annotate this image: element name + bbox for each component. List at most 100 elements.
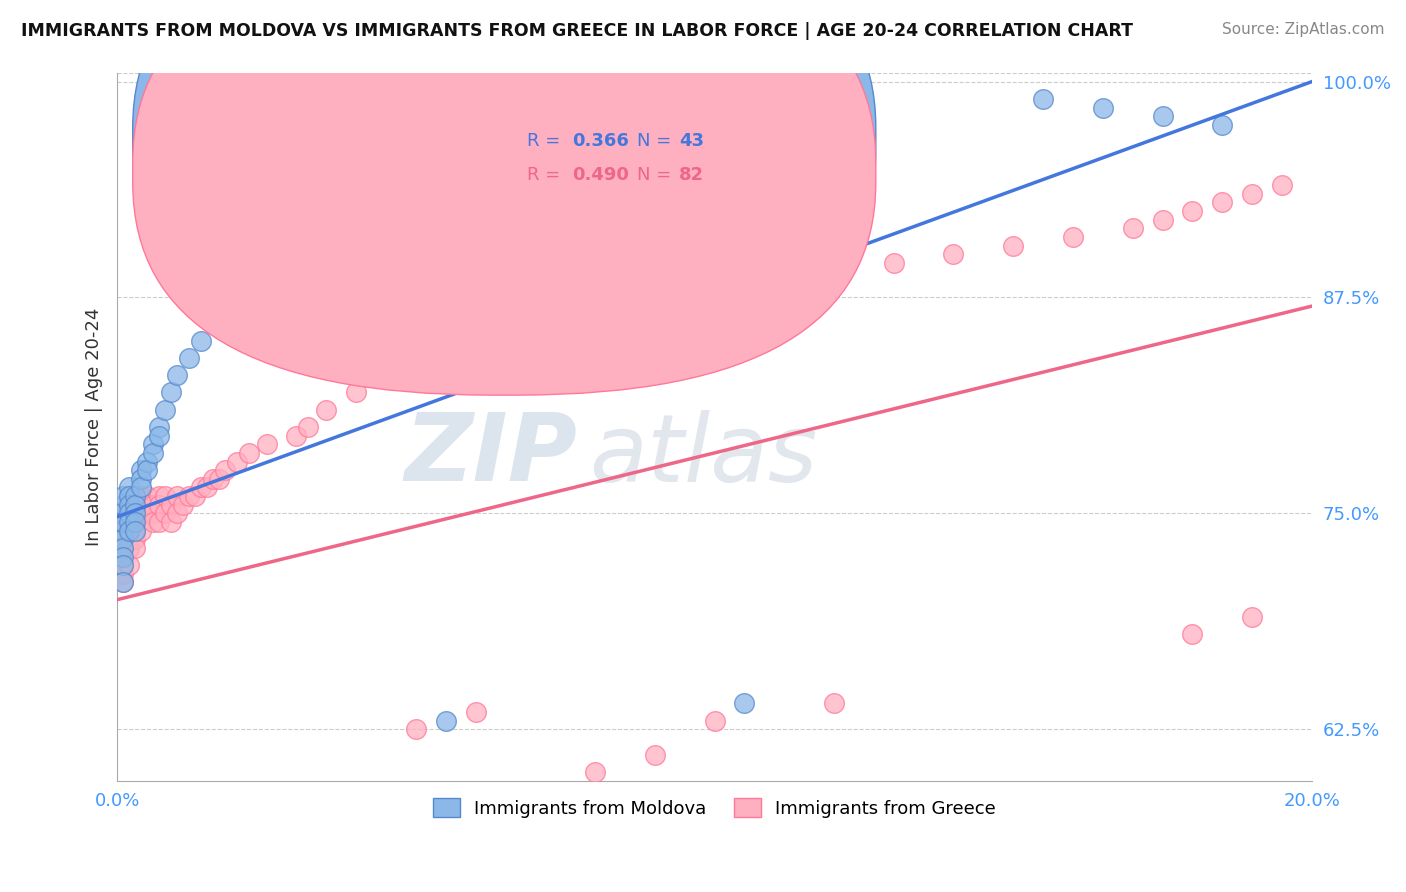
Point	[112, 575, 135, 590]
Point	[112, 566, 135, 581]
Point	[129, 489, 152, 503]
Point	[129, 506, 152, 520]
Point	[118, 498, 141, 512]
Point	[1211, 195, 1233, 210]
FancyBboxPatch shape	[475, 115, 756, 204]
Point	[112, 533, 135, 547]
Point	[124, 498, 146, 512]
Point	[214, 299, 236, 313]
Point	[124, 533, 146, 547]
Point	[112, 541, 135, 555]
Point	[190, 480, 212, 494]
Point	[434, 714, 457, 728]
Point	[112, 498, 135, 512]
Point	[166, 506, 188, 520]
Point	[112, 489, 135, 503]
Point	[201, 317, 224, 331]
Point	[554, 317, 576, 331]
Point	[148, 498, 170, 512]
Point	[153, 402, 176, 417]
Point	[112, 549, 135, 564]
Point	[434, 351, 457, 365]
Point	[405, 359, 427, 374]
Point	[160, 385, 183, 400]
Y-axis label: In Labor Force | Age 20-24: In Labor Force | Age 20-24	[86, 308, 103, 546]
Point	[495, 334, 517, 348]
Point	[112, 558, 135, 573]
Point	[136, 489, 159, 503]
Point	[129, 463, 152, 477]
Point	[142, 498, 165, 512]
Text: Source: ZipAtlas.com: Source: ZipAtlas.com	[1222, 22, 1385, 37]
Point	[148, 515, 170, 529]
Point	[153, 489, 176, 503]
Point	[129, 498, 152, 512]
Point	[1122, 221, 1144, 235]
Point	[177, 489, 200, 503]
Point	[285, 428, 308, 442]
Point	[883, 256, 905, 270]
Point	[129, 524, 152, 538]
Point	[118, 515, 141, 529]
Text: 82: 82	[679, 166, 704, 184]
Point	[823, 696, 845, 710]
Point	[112, 541, 135, 555]
Point	[583, 765, 606, 780]
Point	[118, 489, 141, 503]
Point	[184, 489, 207, 503]
Point	[177, 351, 200, 365]
Point	[124, 524, 146, 538]
Point	[166, 368, 188, 383]
Point	[148, 428, 170, 442]
Text: IMMIGRANTS FROM MOLDOVA VS IMMIGRANTS FROM GREECE IN LABOR FORCE | AGE 20-24 COR: IMMIGRANTS FROM MOLDOVA VS IMMIGRANTS FR…	[21, 22, 1133, 40]
Point	[153, 506, 176, 520]
Point	[208, 472, 231, 486]
Point	[112, 533, 135, 547]
Point	[405, 722, 427, 736]
Text: R =: R =	[527, 166, 567, 184]
Point	[160, 515, 183, 529]
Point	[124, 489, 146, 503]
Point	[733, 696, 755, 710]
Point	[112, 575, 135, 590]
Point	[136, 506, 159, 520]
Text: 0.366: 0.366	[572, 132, 630, 150]
Point	[118, 515, 141, 529]
Point	[124, 506, 146, 520]
Point	[1152, 212, 1174, 227]
Point	[1032, 92, 1054, 106]
Text: N =: N =	[637, 132, 676, 150]
Point	[1181, 627, 1204, 641]
Point	[315, 402, 337, 417]
Point	[118, 480, 141, 494]
Point	[172, 498, 194, 512]
Point	[124, 506, 146, 520]
Point	[136, 498, 159, 512]
Point	[148, 420, 170, 434]
Point	[1181, 204, 1204, 219]
Point	[118, 541, 141, 555]
Point	[1271, 178, 1294, 193]
Text: N =: N =	[637, 166, 676, 184]
Point	[195, 480, 218, 494]
Point	[142, 515, 165, 529]
Point	[142, 437, 165, 451]
Point	[201, 472, 224, 486]
Point	[112, 524, 135, 538]
Point	[225, 454, 247, 468]
Point	[112, 515, 135, 529]
Point	[1211, 118, 1233, 132]
Point	[124, 524, 146, 538]
Point	[118, 524, 141, 538]
Point	[136, 463, 159, 477]
FancyBboxPatch shape	[132, 0, 876, 361]
Point	[942, 247, 965, 261]
Point	[1241, 610, 1264, 624]
Point	[118, 524, 141, 538]
Point	[112, 524, 135, 538]
Point	[142, 446, 165, 460]
Point	[256, 437, 278, 451]
Point	[112, 558, 135, 573]
Point	[124, 515, 146, 529]
Point	[112, 506, 135, 520]
